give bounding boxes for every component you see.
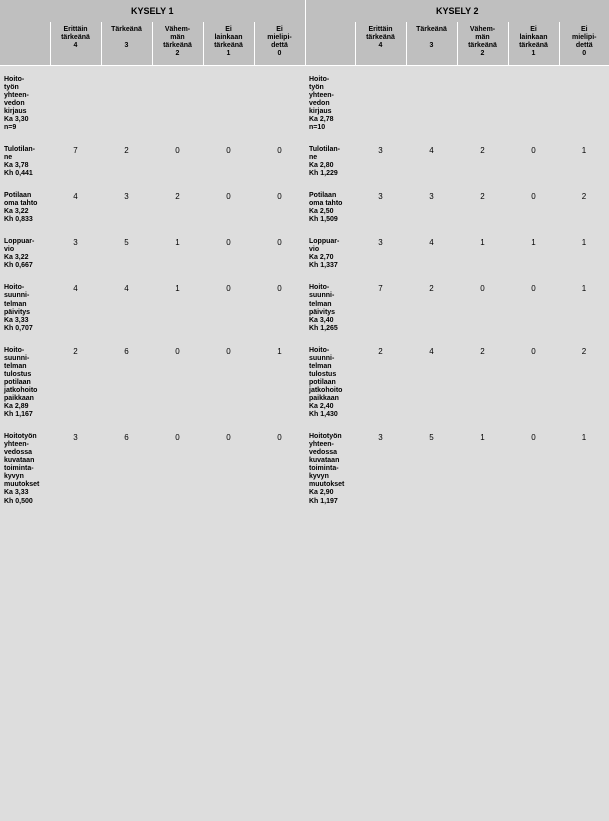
- data-cell: 0: [152, 138, 203, 184]
- row-label-left: Tulotilan- ne Ka 3,78 Kh 0,441: [0, 138, 50, 184]
- survey-header-2: KYSELY 2: [305, 0, 609, 22]
- data-cell: 1: [508, 230, 559, 276]
- col-header-l-0: Erittäintärkeänä4: [50, 22, 101, 65]
- data-cell: 1: [457, 230, 508, 276]
- data-cell: 0: [508, 339, 559, 425]
- row-label-left: Loppuar- vio Ka 3,22 Kh 0,667: [0, 230, 50, 276]
- data-cell: 3: [355, 425, 406, 511]
- data-cell: 0: [203, 138, 254, 184]
- table-row: Tulotilan- ne Ka 3,78 Kh 0,44172000Tulot…: [0, 138, 609, 184]
- row-label-right: Tulotilan- ne Ka 2,80 Kh 1,229: [305, 138, 355, 184]
- data-cell: 2: [406, 276, 457, 338]
- data-cell: 5: [101, 230, 152, 276]
- row-label-right: Potilaan oma tahto Ka 2,50 Kh 1,509: [305, 184, 355, 230]
- data-cell: 4: [406, 339, 457, 425]
- data-cell: 3: [355, 230, 406, 276]
- data-cell: 2: [559, 184, 609, 230]
- data-cell: 0: [203, 230, 254, 276]
- data-cell: 1: [152, 276, 203, 338]
- data-cell: 3: [406, 184, 457, 230]
- col-header-r-4: Eimielipi-dettä0: [559, 22, 609, 65]
- data-cell: 7: [50, 138, 101, 184]
- data-cell: 4: [406, 138, 457, 184]
- data-cell: 0: [203, 425, 254, 511]
- data-cell: 0: [508, 276, 559, 338]
- data-cell: 4: [50, 276, 101, 338]
- data-cell: 0: [508, 184, 559, 230]
- data-cell: 0: [508, 138, 559, 184]
- data-cell: 0: [254, 425, 305, 511]
- section-label-right: Hoito- työn yhteen- vedon kirjaus Ka 2,7…: [305, 65, 355, 138]
- data-cell: 3: [355, 184, 406, 230]
- data-cell: 2: [559, 339, 609, 425]
- data-cell: 7: [355, 276, 406, 338]
- data-cell: 0: [508, 425, 559, 511]
- data-cell: 3: [50, 425, 101, 511]
- data-cell: 1: [559, 276, 609, 338]
- data-cell: 0: [254, 184, 305, 230]
- col-header-l-4: Eimielipi-dettä0: [254, 22, 305, 65]
- column-headers-row: Erittäintärkeänä4 Tärkeänä3 Vähem-mäntär…: [0, 22, 609, 65]
- data-cell: 0: [203, 184, 254, 230]
- data-cell: 3: [50, 230, 101, 276]
- data-cell: 4: [101, 276, 152, 338]
- data-cell: 1: [457, 425, 508, 511]
- data-cell: 2: [355, 339, 406, 425]
- data-cell: 2: [457, 184, 508, 230]
- data-cell: 0: [254, 230, 305, 276]
- data-cell: 1: [254, 339, 305, 425]
- data-cell: 3: [101, 184, 152, 230]
- section-row: Hoito- työn yhteen- vedon kirjaus Ka 3,3…: [0, 65, 609, 138]
- data-cell: 3: [355, 138, 406, 184]
- data-cell: 2: [152, 184, 203, 230]
- data-cell: 0: [152, 425, 203, 511]
- table-row: Potilaan oma tahto Ka 3,22 Kh 0,83343200…: [0, 184, 609, 230]
- table-row: Hoitotyön yhteen- vedossa kuvataan toimi…: [0, 425, 609, 511]
- row-label-right: Hoito- suunni- telman päivitys Ka 3,40 K…: [305, 276, 355, 338]
- data-cell: 4: [406, 230, 457, 276]
- row-label-right: Hoito- suunni- telman tulostus potilaan …: [305, 339, 355, 425]
- data-cell: 2: [457, 339, 508, 425]
- data-cell: 1: [559, 230, 609, 276]
- survey-header-1: KYSELY 1: [0, 0, 305, 22]
- row-label-right: Loppuar- vio Ka 2,70 Kh 1,337: [305, 230, 355, 276]
- data-cell: 2: [50, 339, 101, 425]
- row-label-left: Potilaan oma tahto Ka 3,22 Kh 0,833: [0, 184, 50, 230]
- row-label-right: Hoitotyön yhteen- vedossa kuvataan toimi…: [305, 425, 355, 511]
- data-cell: 0: [152, 339, 203, 425]
- rowlabel-header-blank-left: [0, 22, 50, 65]
- col-header-l-3: Eilainkaantärkeänä1: [203, 22, 254, 65]
- data-cell: 2: [457, 138, 508, 184]
- data-cell: 0: [203, 276, 254, 338]
- table-row: Hoito- suunni- telman tulostus potilaan …: [0, 339, 609, 425]
- col-header-r-0: Erittäintärkeänä4: [355, 22, 406, 65]
- data-cell: 0: [254, 276, 305, 338]
- table-row: Hoito- suunni- telman päivitys Ka 3,33 K…: [0, 276, 609, 338]
- data-cell: 0: [203, 339, 254, 425]
- col-header-r-1: Tärkeänä3: [406, 22, 457, 65]
- table-row: Loppuar- vio Ka 3,22 Kh 0,66735100Loppua…: [0, 230, 609, 276]
- survey-header-row: KYSELY 1 KYSELY 2: [0, 0, 609, 22]
- row-label-left: Hoitotyön yhteen- vedossa kuvataan toimi…: [0, 425, 50, 511]
- row-label-left: Hoito- suunni- telman tulostus potilaan …: [0, 339, 50, 425]
- data-cell: 1: [152, 230, 203, 276]
- data-cell: 6: [101, 339, 152, 425]
- data-cell: 1: [559, 138, 609, 184]
- rowlabel-header-blank-right: [305, 22, 355, 65]
- data-cell: 5: [406, 425, 457, 511]
- col-header-l-1: Tärkeänä3: [101, 22, 152, 65]
- data-cell: 0: [254, 138, 305, 184]
- data-cell: 4: [50, 184, 101, 230]
- col-header-r-2: Vähem-mäntärkeänä2: [457, 22, 508, 65]
- survey-table-page: KYSELY 1 KYSELY 2 Erittäintärkeänä4 Tärk…: [0, 0, 609, 821]
- section-label-left: Hoito- työn yhteen- vedon kirjaus Ka 3,3…: [0, 65, 50, 138]
- data-cell: 2: [101, 138, 152, 184]
- data-cell: 6: [101, 425, 152, 511]
- col-header-r-3: Eilainkaantärkeänä1: [508, 22, 559, 65]
- row-label-left: Hoito- suunni- telman päivitys Ka 3,33 K…: [0, 276, 50, 338]
- survey-table: KYSELY 1 KYSELY 2 Erittäintärkeänä4 Tärk…: [0, 0, 609, 512]
- data-cell: 0: [457, 276, 508, 338]
- col-header-l-2: Vähem-mäntärkeänä2: [152, 22, 203, 65]
- data-cell: 1: [559, 425, 609, 511]
